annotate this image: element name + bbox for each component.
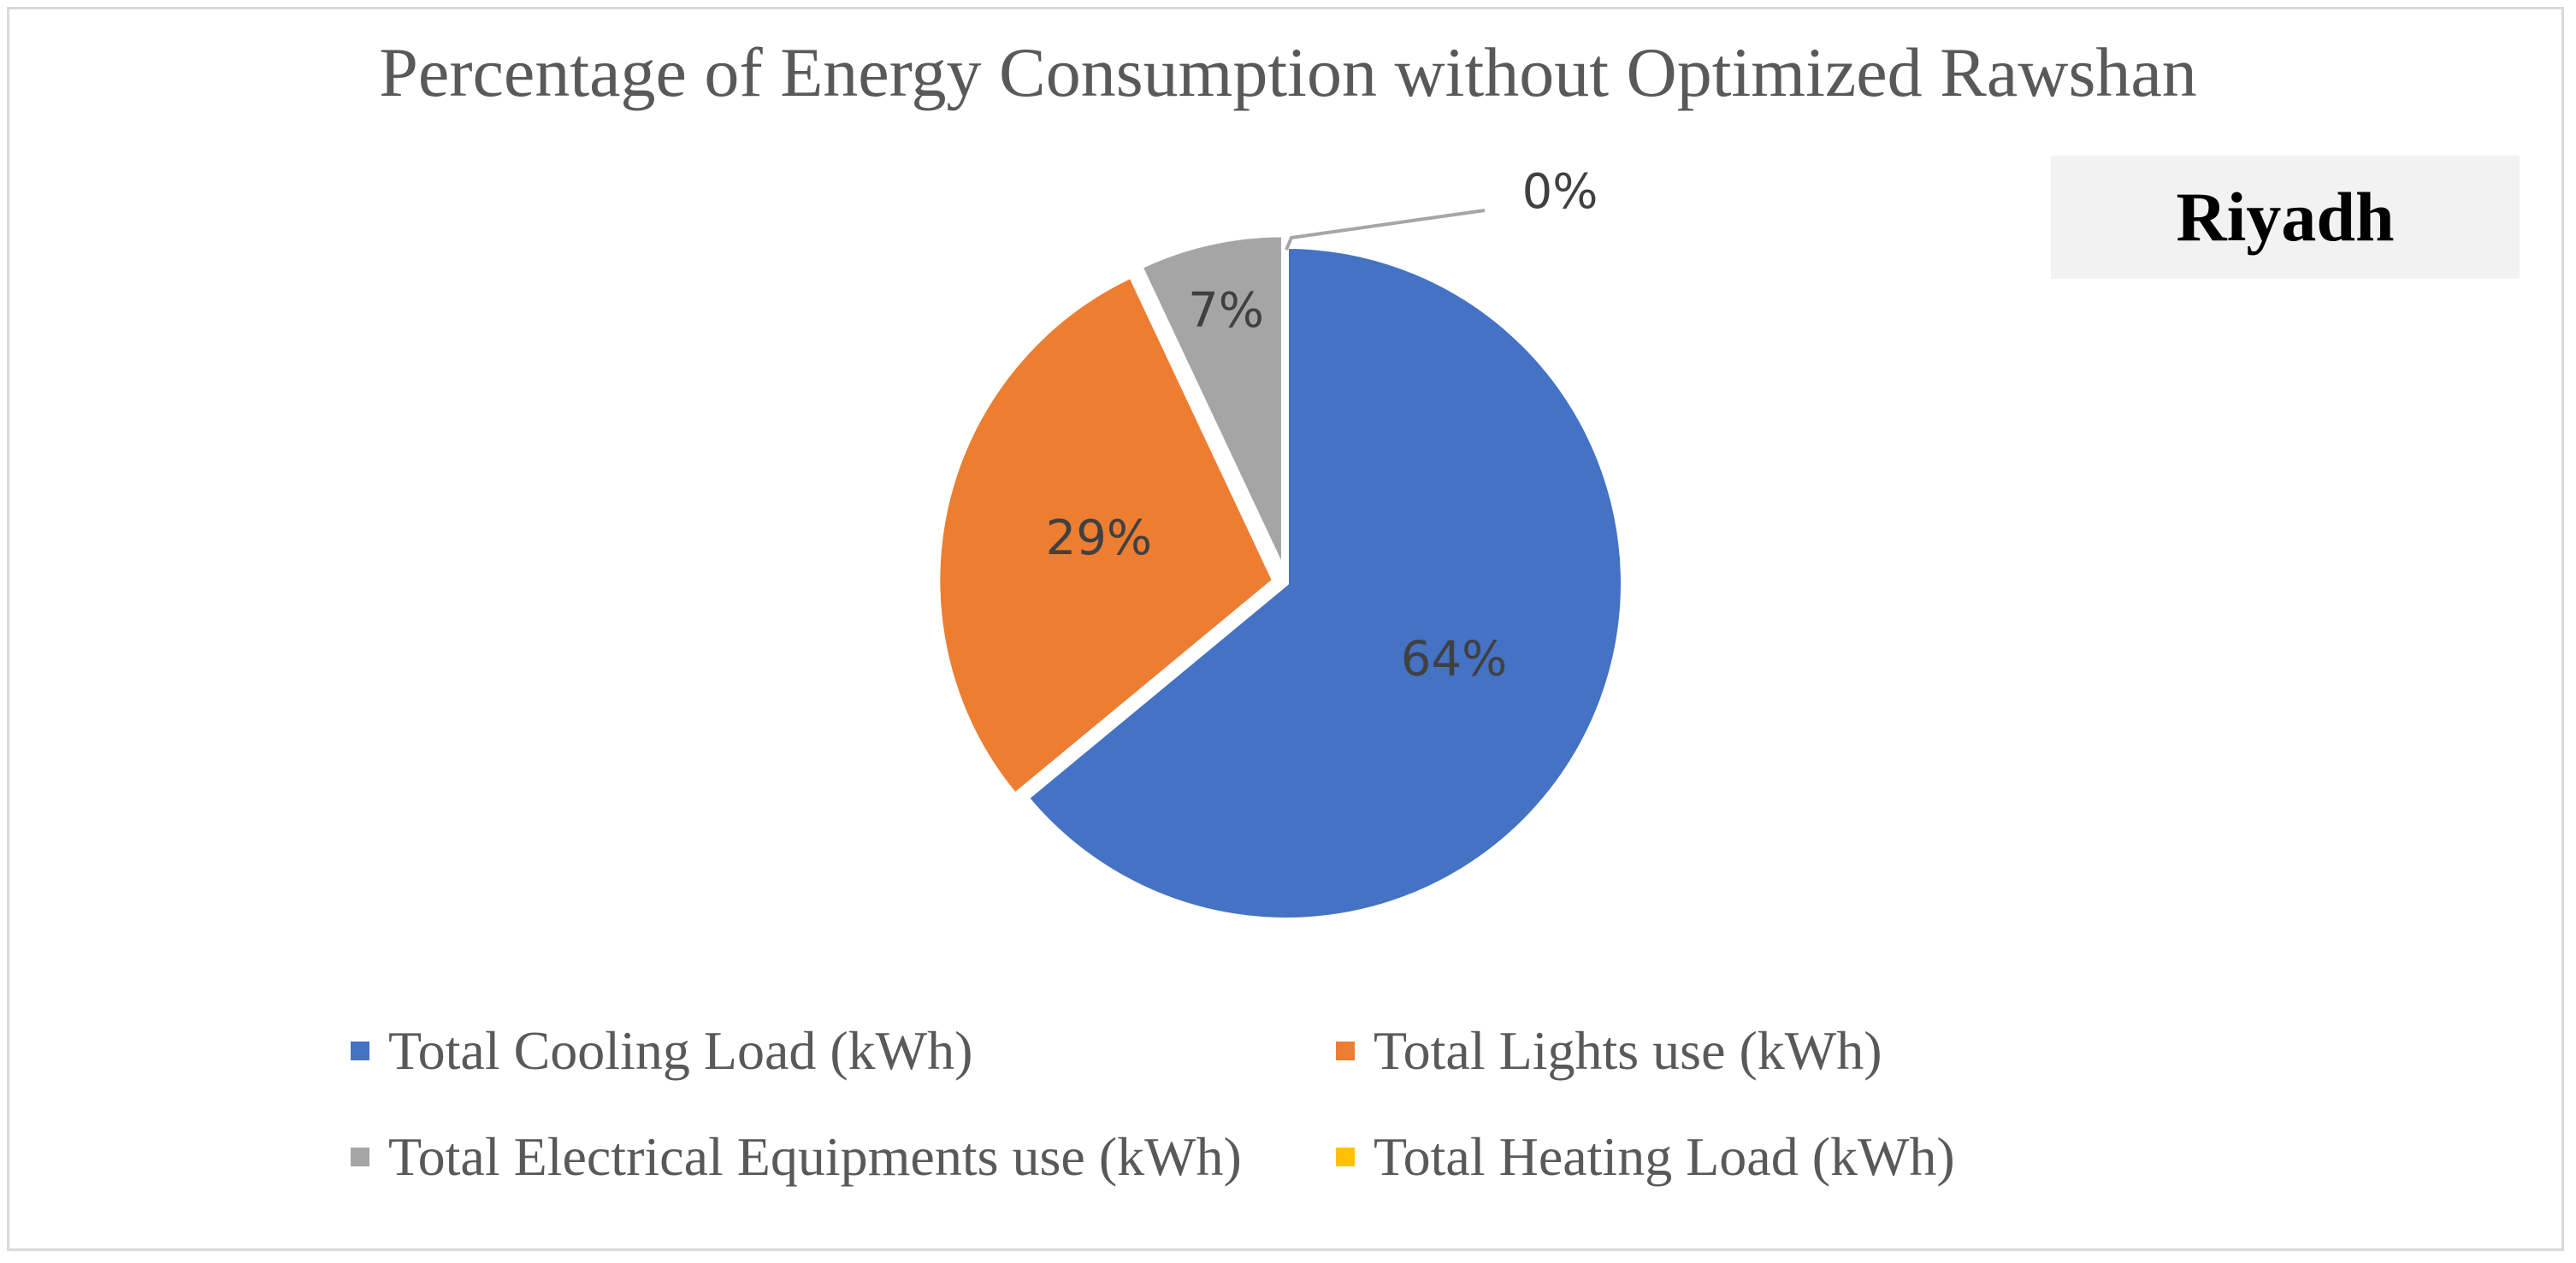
city-annotation-box: Riyadh [2051,156,2520,279]
legend-label-1: Total Lights use (kWh) [1374,1020,1882,1081]
legend-label-2: Total Electrical Equipments use (kWh) [388,1126,1242,1187]
chart-title: Percentage of Energy Consumption without… [379,33,2197,111]
slice-label-3: 0% [1522,164,1598,220]
legend-label-0: Total Cooling Load (kWh) [388,1020,973,1081]
legend-label-3: Total Heating Load (kWh) [1374,1126,1955,1187]
legend-item-0: Total Cooling Load (kWh) [351,1019,972,1083]
legend-swatch-3 [1336,1148,1355,1166]
city-label: Riyadh [2176,178,2395,256]
legend-item-2: Total Electrical Equipments use (kWh) [351,1125,1242,1189]
pie-slice-0 [1023,243,1626,923]
pie-slice-1 [935,272,1279,800]
legend-item-3: Total Heating Load (kWh) [1336,1125,1955,1189]
slice-label-0: 64% [1401,631,1507,687]
legend-swatch-2 [351,1148,369,1166]
slice-label-2: 7% [1188,283,1264,339]
legend-swatch-1 [1336,1042,1355,1060]
pie-slice-2 [1137,232,1286,573]
legend-swatch-0 [351,1042,369,1060]
slice-label-1: 29% [1046,511,1152,566]
legend-item-1: Total Lights use (kWh) [1336,1019,1882,1083]
leader-line-3 [1285,209,1486,251]
